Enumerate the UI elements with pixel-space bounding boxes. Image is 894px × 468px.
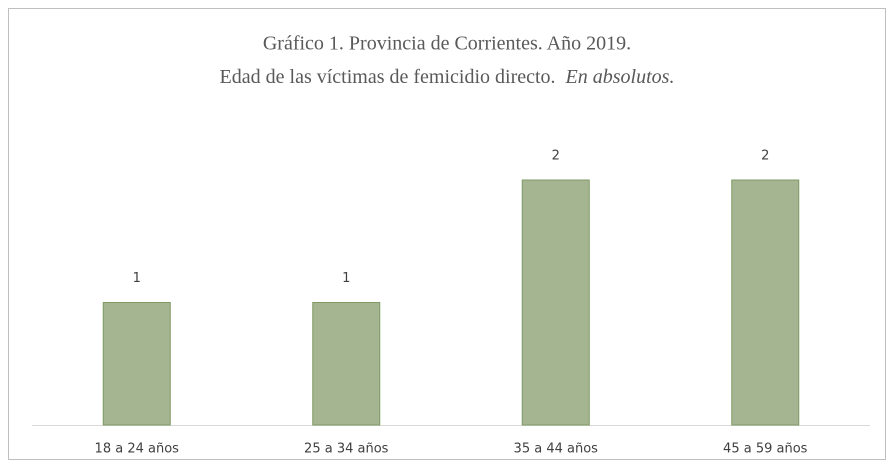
x-tick-label: 18 a 24 años: [95, 442, 180, 457]
bar: [312, 302, 381, 426]
subtitle-italic: En absolutos.: [565, 66, 675, 88]
chart-title: Gráfico 1. Provincia de Corrientes. Año …: [263, 33, 631, 55]
value-label: 1: [133, 271, 141, 286]
x-tick-label: 45 a 59 años: [723, 442, 808, 457]
bar: [731, 179, 800, 426]
value-label: 2: [552, 149, 560, 164]
chart-subtitle: Edad de las víctimas de femicidio direct…: [220, 66, 675, 88]
x-tick-label: 35 a 44 años: [514, 442, 599, 457]
subtitle-main: Edad de las víctimas de femicidio direct…: [220, 66, 556, 88]
x-tick-label: 25 a 34 años: [304, 442, 389, 457]
value-label: 2: [761, 149, 769, 164]
value-label: 1: [342, 271, 350, 286]
bar: [521, 179, 590, 426]
bar: [102, 302, 171, 426]
